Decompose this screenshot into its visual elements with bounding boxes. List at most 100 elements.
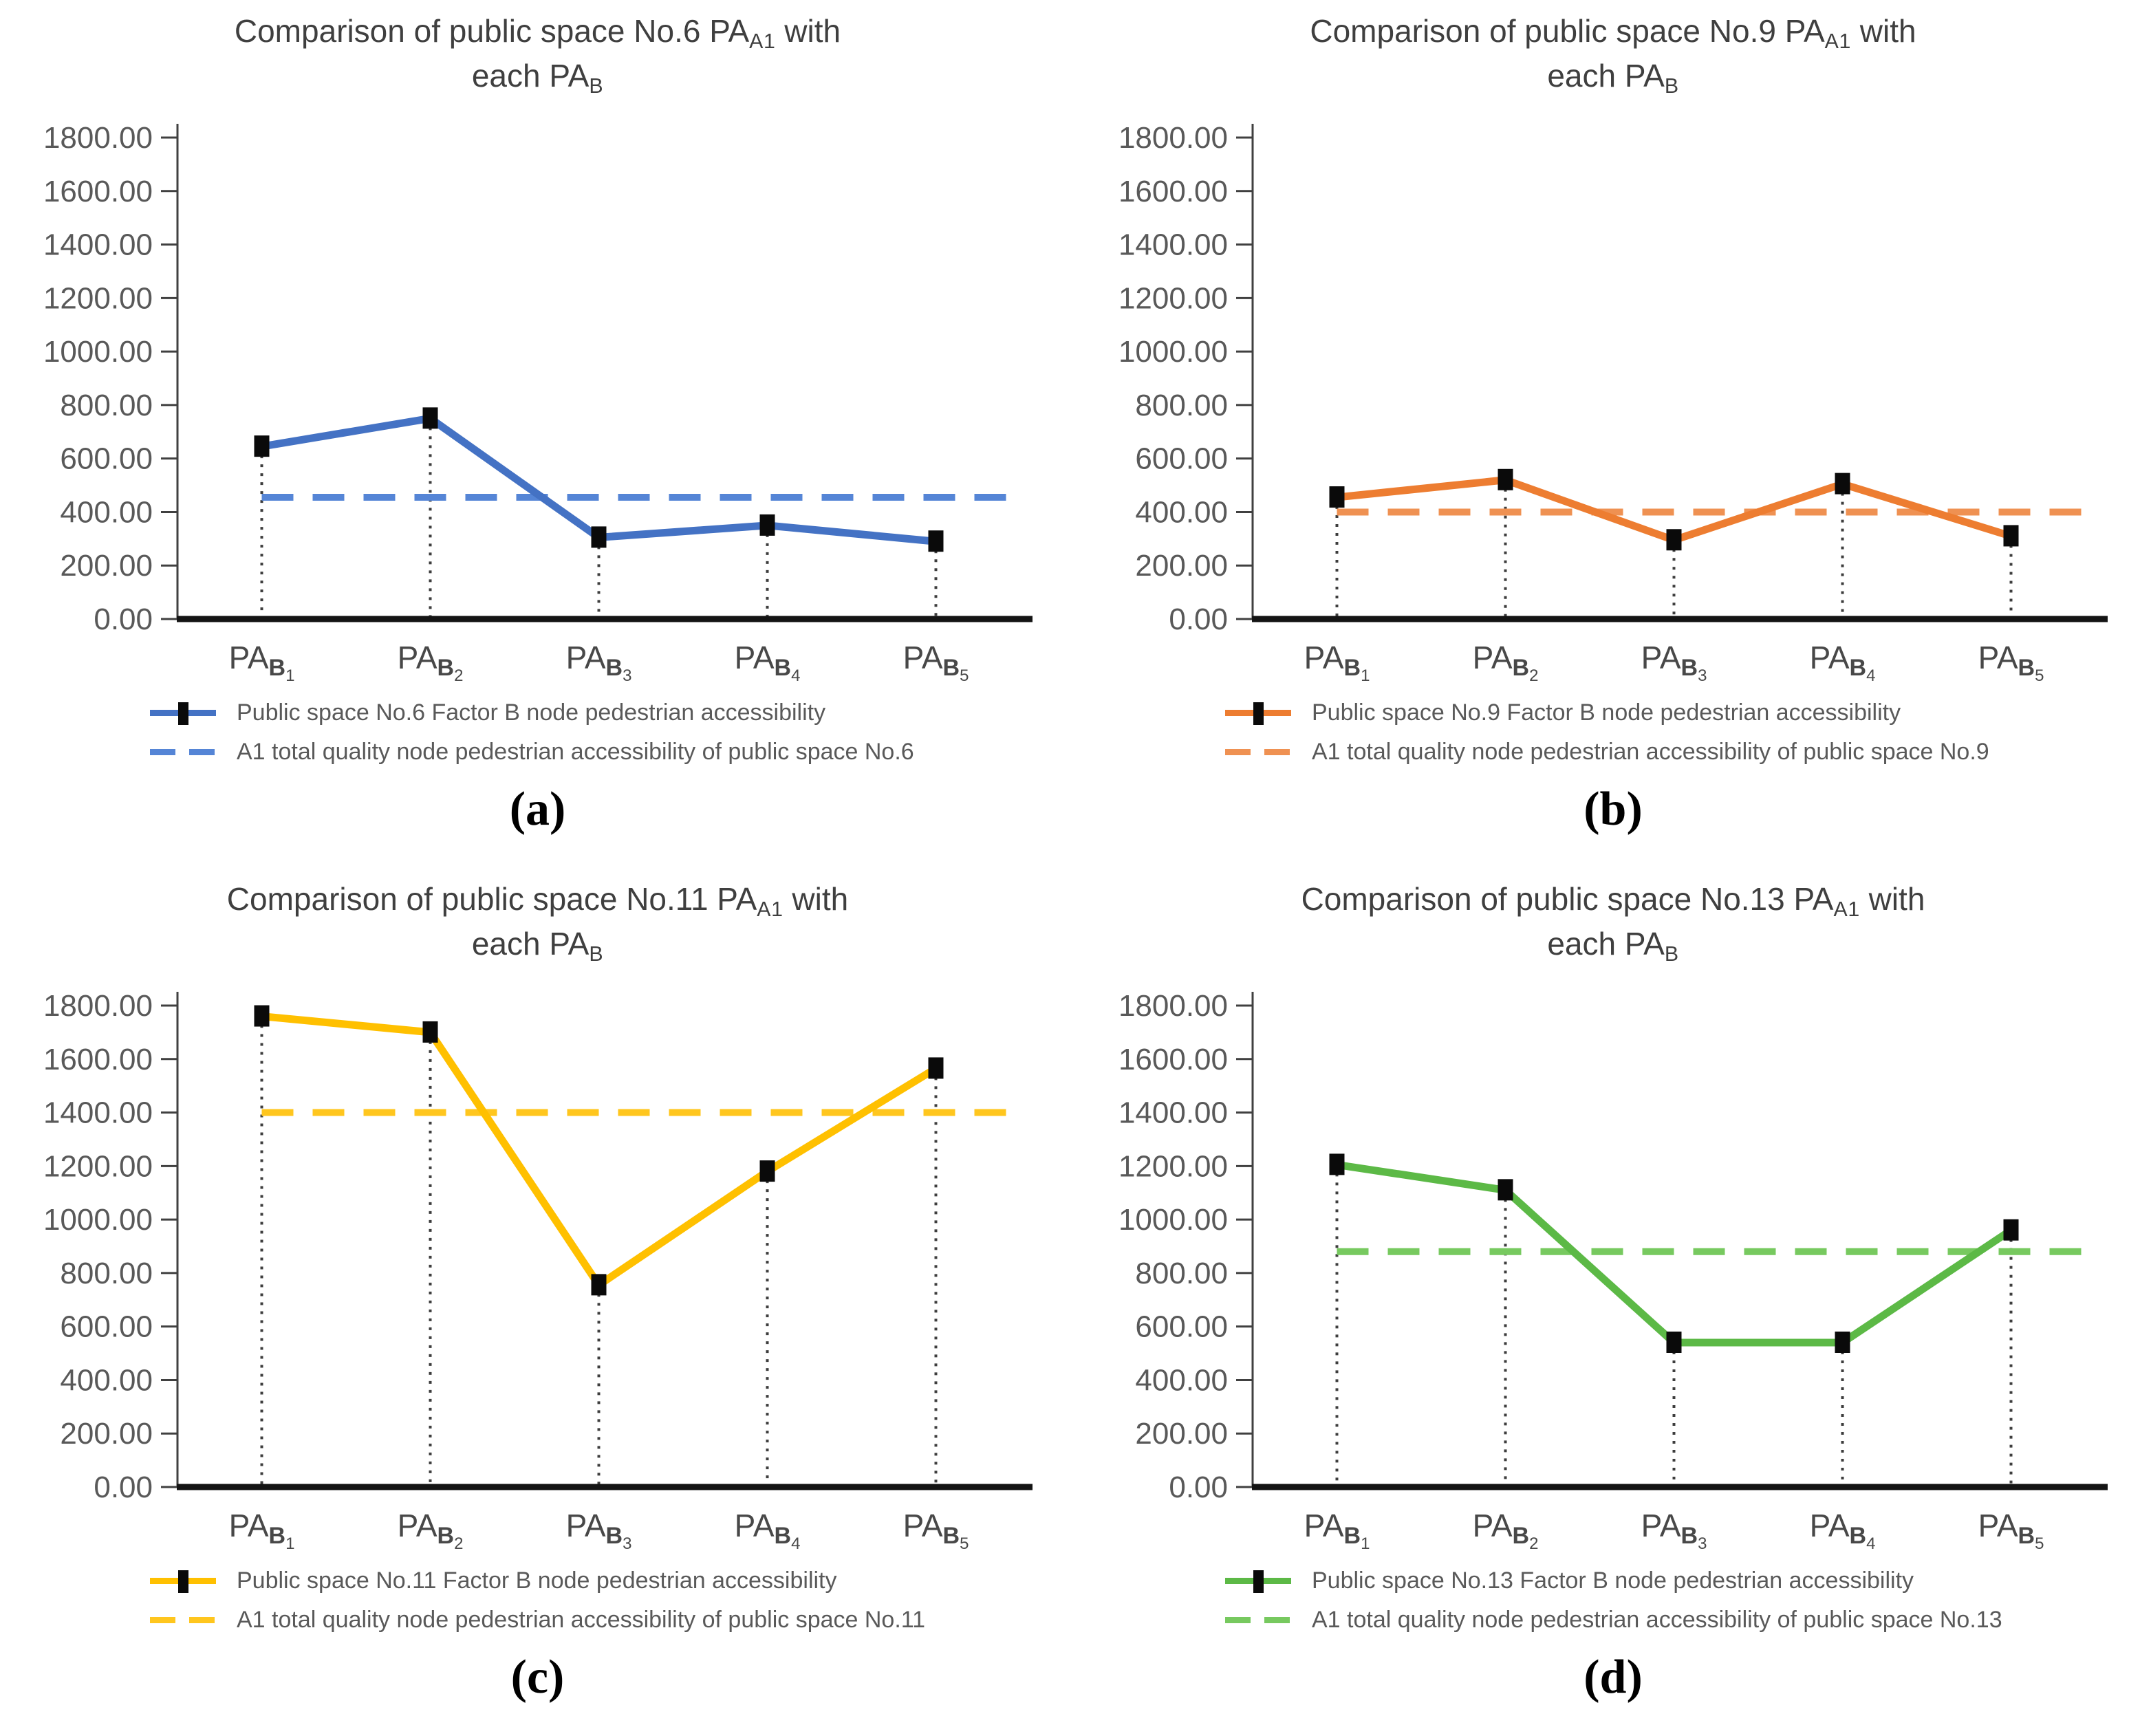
x-label-subscript-number: 5 xyxy=(2035,666,2044,685)
data-point-marker xyxy=(422,1021,438,1043)
data-point-marker xyxy=(759,514,775,536)
x-label-prefix: PA xyxy=(1304,640,1344,675)
a1-dashed-line-swatch xyxy=(1225,1608,1291,1633)
chart-panel-a: Comparison of public space No.6 PAA1 wit… xyxy=(0,0,1075,868)
legend-row-a1: A1 total quality node pedestrian accessi… xyxy=(1225,1607,2151,1634)
legend-label-a1: A1 total quality node pedestrian accessi… xyxy=(1312,739,1989,766)
y-axis-tick-label: 400.00 xyxy=(1135,496,1228,530)
x-label-subscript-number: 1 xyxy=(285,1534,294,1553)
chart-panel-d: Comparison of public space No.13 PAA1 wi… xyxy=(1075,868,2151,1736)
subfigure-caption: (b) xyxy=(1583,783,1643,836)
x-label-subscript-number: 1 xyxy=(285,666,294,685)
y-axis-tick-label: 800.00 xyxy=(1135,1257,1228,1290)
x-axis-category-label: PAB4 xyxy=(1810,1508,1876,1553)
x-axis-category-label: PAB5 xyxy=(1978,1508,2044,1553)
legend-row-a1: A1 total quality node pedestrian accessi… xyxy=(150,739,1075,766)
legend-label-series: Public space No.6 Factor B node pedestri… xyxy=(237,699,826,726)
x-axis-category-label: PAB3 xyxy=(1641,640,1707,685)
x-label-subscript-number: 5 xyxy=(960,1534,969,1553)
y-axis-tick-label: 1200.00 xyxy=(43,281,153,315)
x-label-subscript: B xyxy=(1513,1523,1530,1549)
x-label-subscript: B xyxy=(1850,1523,1867,1549)
y-axis-tick-label: 1800.00 xyxy=(43,121,153,155)
series-line-swatch xyxy=(150,701,216,726)
line-chart: 1800.001600.001400.001200.001000.00800.0… xyxy=(1118,121,2108,685)
line-chart: 1800.001600.001400.001200.001000.00800.0… xyxy=(43,989,1033,1553)
chart-title-text: with xyxy=(1851,13,1916,49)
chart-title-subscript: B xyxy=(589,74,604,98)
data-point-marker xyxy=(591,526,607,548)
legend-square-marker-icon xyxy=(178,702,188,725)
series-line xyxy=(261,1012,938,1289)
data-point-marker xyxy=(254,1005,270,1027)
x-label-prefix: PA xyxy=(398,1508,437,1543)
series-line-swatch xyxy=(1225,701,1291,726)
x-label-subscript-number: 1 xyxy=(1361,666,1370,685)
y-axis-tick-label: 0.00 xyxy=(94,603,153,636)
legend: Public space No.11 Factor B node pedestr… xyxy=(150,1567,1075,1634)
y-axis-tick-label: 400.00 xyxy=(60,1364,153,1398)
y-axis-tick-label: 1000.00 xyxy=(1118,335,1228,369)
x-label-subscript: B xyxy=(943,1523,960,1549)
chart-title-subscript: A1 xyxy=(1833,898,1860,922)
data-point-marker xyxy=(1498,1179,1513,1201)
line-chart: 1800.001600.001400.001200.001000.00800.0… xyxy=(1118,989,2108,1553)
legend-label-a1: A1 total quality node pedestrian accessi… xyxy=(1312,1607,2002,1634)
y-axis-tick-label: 1400.00 xyxy=(1118,228,1228,262)
chart-title-text: with xyxy=(783,881,849,917)
data-point-marker xyxy=(422,407,438,429)
legend-square-marker-icon xyxy=(178,1570,188,1593)
x-label-subscript: B xyxy=(269,655,286,681)
y-axis-tick-label: 1600.00 xyxy=(1118,175,1228,208)
x-label-subscript: B xyxy=(606,1523,623,1549)
chart-title-subscript: A1 xyxy=(749,30,776,54)
subfigure-caption: (d) xyxy=(1583,1651,1643,1704)
y-axis-tick-label: 0.00 xyxy=(1169,603,1228,636)
x-axis-category-label: PAB3 xyxy=(566,640,632,685)
chart-title: Comparison of public space No.9 PAA1 wit… xyxy=(1180,11,2046,100)
chart-panel-b: Comparison of public space No.9 PAA1 wit… xyxy=(1075,0,2151,868)
data-point-marker xyxy=(1329,486,1345,508)
chart-title-text: Comparison of public space No.13 PA xyxy=(1301,881,1834,917)
y-axis-tick-label: 1800.00 xyxy=(43,989,153,1023)
y-axis-tick-label: 400.00 xyxy=(1135,1364,1228,1398)
x-label-subscript-number: 3 xyxy=(1698,666,1707,685)
y-axis-tick-label: 1400.00 xyxy=(43,1096,153,1130)
x-label-prefix: PA xyxy=(1978,1508,2018,1543)
legend-row-series: Public space No.13 Factor B node pedestr… xyxy=(1225,1567,2151,1594)
x-label-prefix: PA xyxy=(1810,1508,1850,1543)
x-label-subscript: B xyxy=(1513,655,1530,681)
chart-title-text: Comparison of public space No.9 PA xyxy=(1310,13,1825,49)
x-label-subscript: B xyxy=(775,655,792,681)
series-line-swatch xyxy=(1225,1569,1291,1594)
legend-row-a1: A1 total quality node pedestrian accessi… xyxy=(1225,739,2151,766)
subfigure-caption: (a) xyxy=(509,783,566,836)
legend-label-a1: A1 total quality node pedestrian accessi… xyxy=(237,739,914,766)
chart-title-subscript: B xyxy=(1664,74,1679,98)
a1-dashed-line-swatch xyxy=(150,1608,216,1633)
x-label-subscript-number: 5 xyxy=(2035,1534,2044,1553)
chart-title-text: Comparison of public space No.6 PA xyxy=(234,13,750,49)
x-label-subscript-number: 5 xyxy=(960,666,969,685)
y-axis-tick-label: 1200.00 xyxy=(1118,281,1228,315)
x-label-prefix: PA xyxy=(1978,640,2018,675)
y-axis-tick-label: 1200.00 xyxy=(43,1149,153,1183)
legend: Public space No.9 Factor B node pedestri… xyxy=(1225,699,2151,766)
data-point-marker xyxy=(2003,525,2019,547)
x-label-subscript-number: 4 xyxy=(1866,666,1875,685)
chart-title-subscript: B xyxy=(1664,942,1679,966)
x-axis-category-label: PAB1 xyxy=(229,640,295,685)
x-axis-category-label: PAB3 xyxy=(1641,1508,1707,1553)
y-axis-tick-label: 1400.00 xyxy=(1118,1096,1228,1130)
y-axis-tick-label: 800.00 xyxy=(60,1257,153,1290)
series-line-swatch xyxy=(150,1569,216,1594)
x-label-subscript: B xyxy=(943,655,960,681)
legend-square-marker-icon xyxy=(1253,1570,1264,1593)
x-label-subscript: B xyxy=(1344,655,1361,681)
x-label-prefix: PA xyxy=(1641,1508,1681,1543)
x-label-prefix: PA xyxy=(735,640,775,675)
y-axis-tick-label: 1000.00 xyxy=(1118,1203,1228,1237)
chart-title-subscript: B xyxy=(589,942,604,966)
x-label-subscript-number: 4 xyxy=(791,666,800,685)
x-label-subscript-number: 4 xyxy=(1866,1534,1875,1553)
